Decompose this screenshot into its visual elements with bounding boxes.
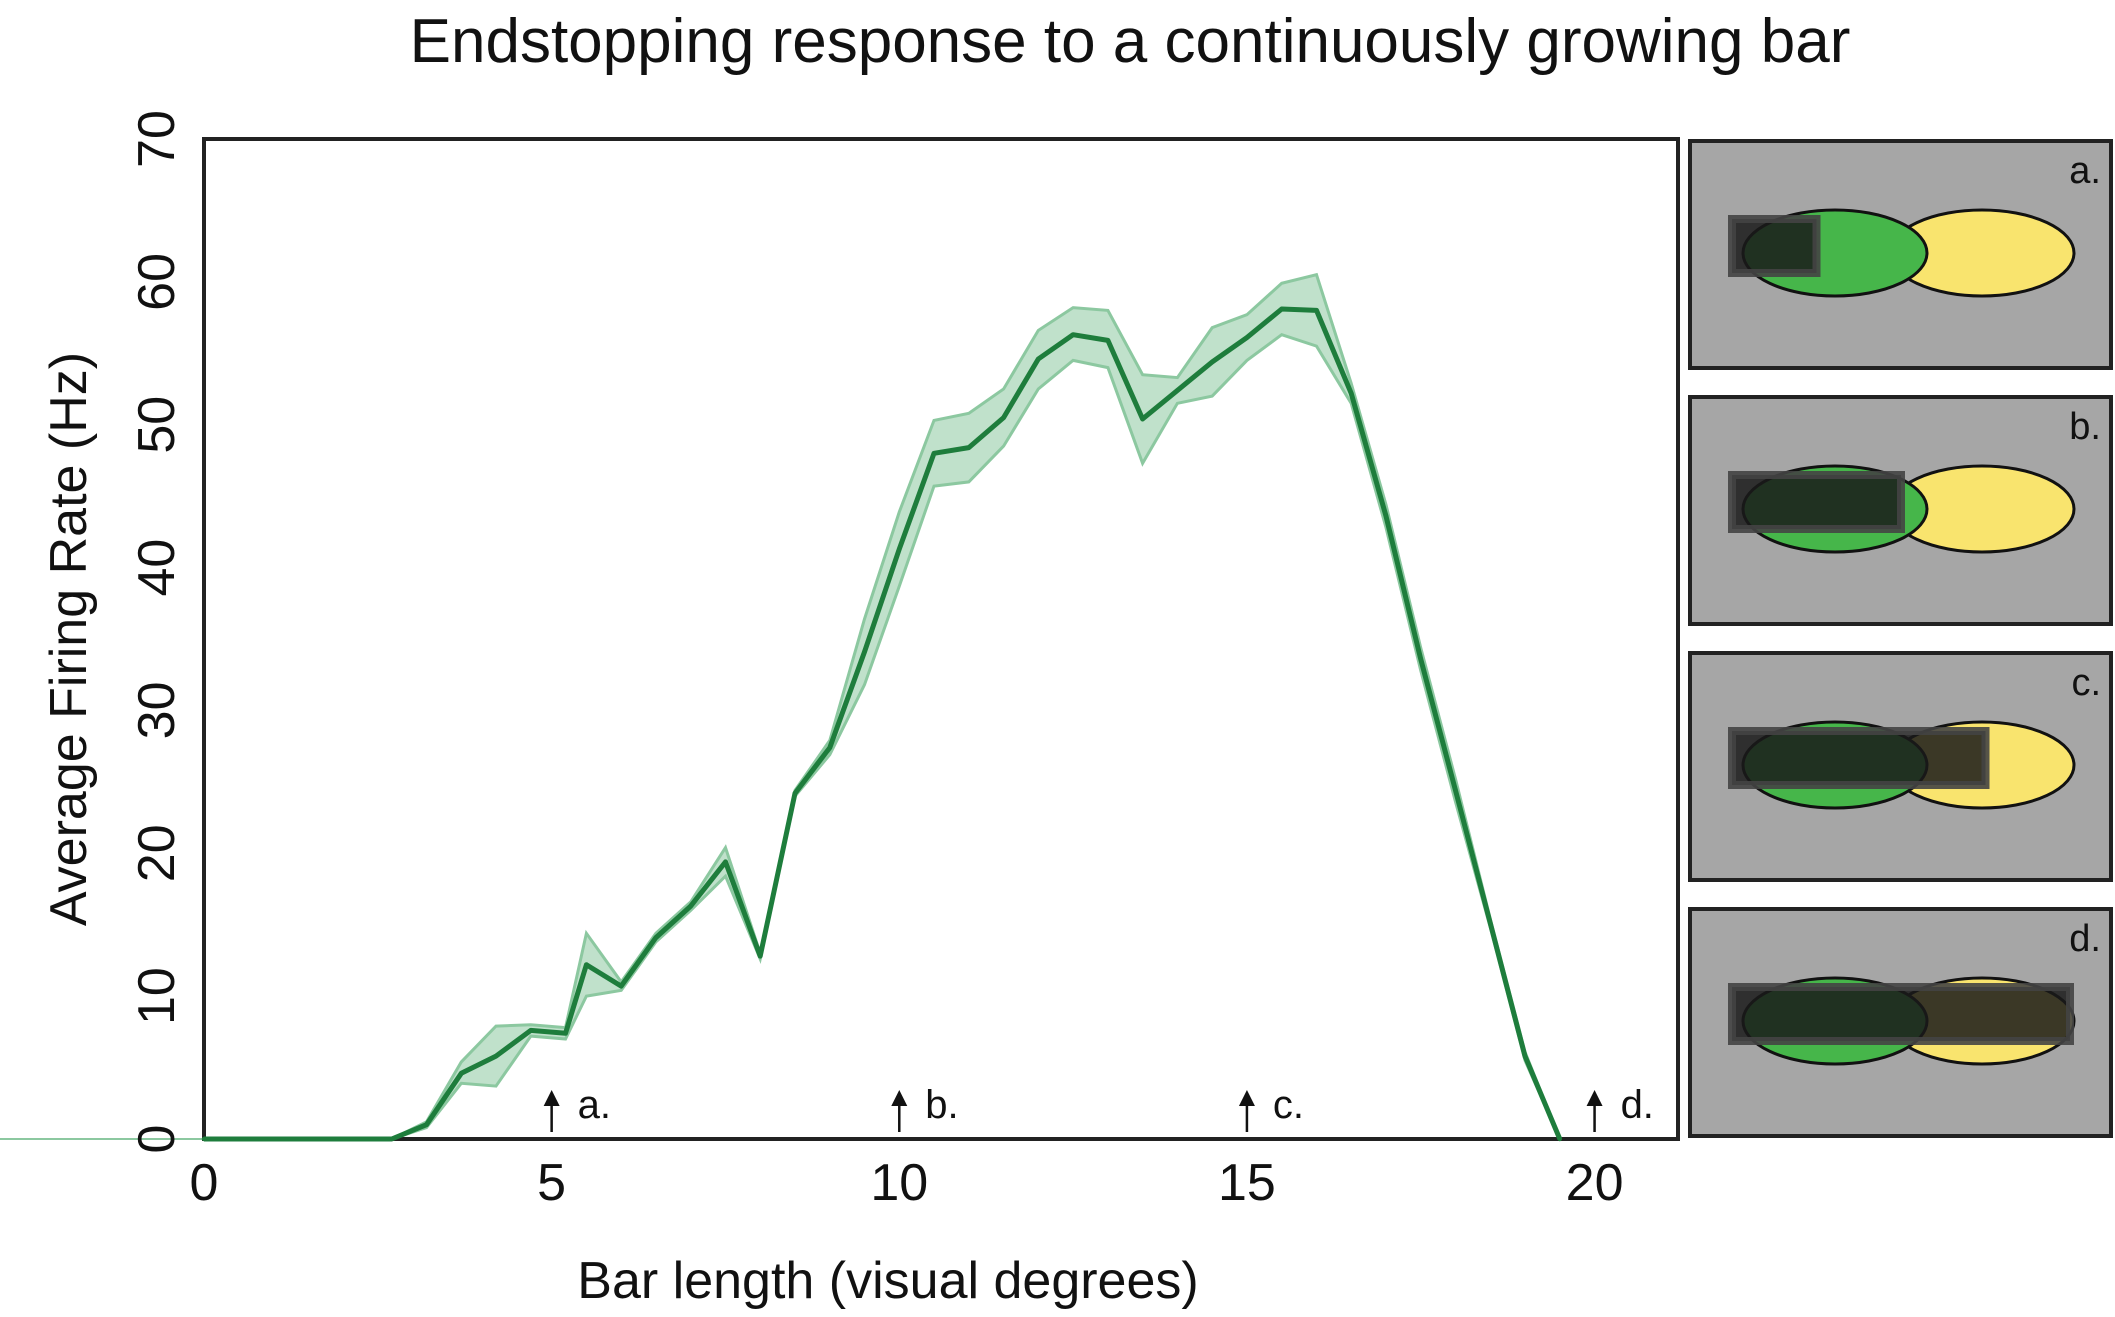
panel-label: c. [2071, 662, 2101, 704]
x-axis-title: Bar length (visual degrees) [577, 1252, 1198, 1310]
x-tick-label: 20 [1566, 1154, 1624, 1212]
plot-frame [202, 137, 1680, 1141]
data-point [493, 1053, 499, 1059]
data-point [1001, 415, 1006, 420]
data-point [1383, 513, 1389, 519]
panel-label: b. [2069, 406, 2101, 448]
data-point [201, 1136, 207, 1142]
y-tick-label: 60 [128, 253, 186, 311]
stimulus-panel-a: a. [1688, 139, 2113, 370]
data-point [1418, 656, 1423, 662]
x-axis-ticks: 0 5 10 15 20 [190, 1154, 1624, 1212]
marker-4: d. [1586, 1083, 1654, 1132]
y-axis-title: Average Firing Rate (Hz) [40, 352, 98, 926]
data-point [563, 1031, 568, 1036]
data-point [1070, 332, 1076, 337]
data-point [1175, 388, 1180, 393]
stimulus-bar [1728, 215, 1821, 277]
marker-1: a. [543, 1083, 611, 1132]
marker-3: c. [1238, 1083, 1304, 1132]
stimulus-bar [1728, 727, 1990, 789]
marker-2: b. [891, 1083, 959, 1132]
stimulus-panels: a. b. c. d. [1688, 139, 2113, 1138]
data-point [619, 983, 624, 989]
data-point [1140, 416, 1145, 422]
y-tick-label: 30 [128, 681, 186, 739]
data-point [1314, 308, 1319, 313]
plot-area: a. b. c. d. [0, 137, 1680, 1142]
marker-label: d. [1621, 1083, 1654, 1127]
y-tick-label: 0 [128, 1125, 186, 1154]
marker-layer: a. b. c. d. [543, 1083, 1654, 1132]
y-tick-label: 20 [128, 824, 186, 882]
series-line-0 [204, 306, 1563, 1142]
data-point [1105, 338, 1111, 343]
data-point [653, 935, 659, 940]
stimulus-bar [1728, 983, 2074, 1045]
data-point [1036, 356, 1041, 362]
stimulus-bar [1728, 471, 1905, 533]
stimulus-panel-c: c. [1688, 651, 2113, 882]
data-point [424, 1122, 429, 1127]
marker-arrow-head [1238, 1090, 1255, 1106]
data-point [723, 859, 728, 865]
data-point [758, 953, 763, 959]
x-tick-label: 10 [870, 1154, 928, 1212]
data-point [827, 745, 832, 750]
stimulus-panel-d: d. [1688, 907, 2113, 1138]
data-point [931, 451, 937, 456]
data-point [1210, 359, 1215, 365]
data-point [1488, 921, 1493, 926]
data-point [1557, 1136, 1563, 1142]
data-point [792, 791, 798, 796]
data-point [688, 903, 693, 909]
data-point [1522, 1053, 1528, 1059]
data-point [1279, 306, 1284, 312]
marker-arrow-head [891, 1090, 908, 1106]
data-point [897, 546, 902, 552]
x-tick-label: 15 [1218, 1154, 1276, 1212]
x-tick-label: 5 [537, 1154, 566, 1212]
marker-label: b. [925, 1083, 958, 1127]
marker-label: c. [1273, 1083, 1304, 1127]
marker-arrow-head [1586, 1090, 1603, 1106]
stimulus-panel-b: b. [1688, 395, 2113, 626]
panel-label: d. [2069, 918, 2101, 960]
data-point [389, 1136, 394, 1142]
y-tick-label: 10 [128, 967, 186, 1025]
data-point [459, 1071, 464, 1076]
y-tick-label: 50 [128, 396, 186, 454]
marker-label: a. [578, 1083, 611, 1127]
panel-label: a. [2069, 150, 2101, 192]
data-point [1453, 788, 1458, 793]
data-point [584, 962, 589, 967]
data-point [966, 445, 971, 450]
y-axis-ticks: 0 10 20 30 40 50 60 70 [128, 110, 186, 1153]
data-point [862, 649, 867, 655]
y-tick-label: 70 [128, 110, 186, 168]
data-point [528, 1028, 533, 1033]
marker-arrow-head [543, 1090, 560, 1106]
series-line-layer [201, 306, 1563, 1142]
y-tick-label: 40 [128, 539, 186, 597]
data-point [1244, 335, 1250, 340]
data-point [1349, 391, 1354, 396]
x-tick-label: 0 [190, 1154, 219, 1212]
chart-title: Endstopping response to a continuously g… [410, 7, 1851, 76]
